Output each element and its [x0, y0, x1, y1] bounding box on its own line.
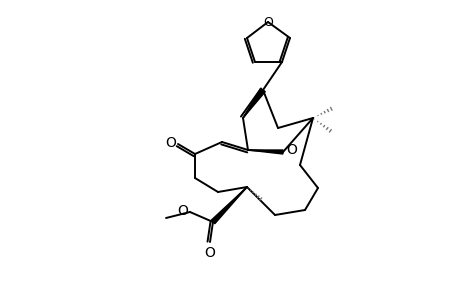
- Text: O: O: [204, 246, 215, 260]
- Text: O: O: [165, 136, 176, 150]
- Text: O: O: [285, 143, 296, 157]
- Text: O: O: [263, 16, 272, 28]
- Polygon shape: [247, 150, 282, 154]
- Polygon shape: [211, 187, 246, 224]
- Polygon shape: [242, 88, 265, 118]
- Text: O: O: [177, 204, 188, 218]
